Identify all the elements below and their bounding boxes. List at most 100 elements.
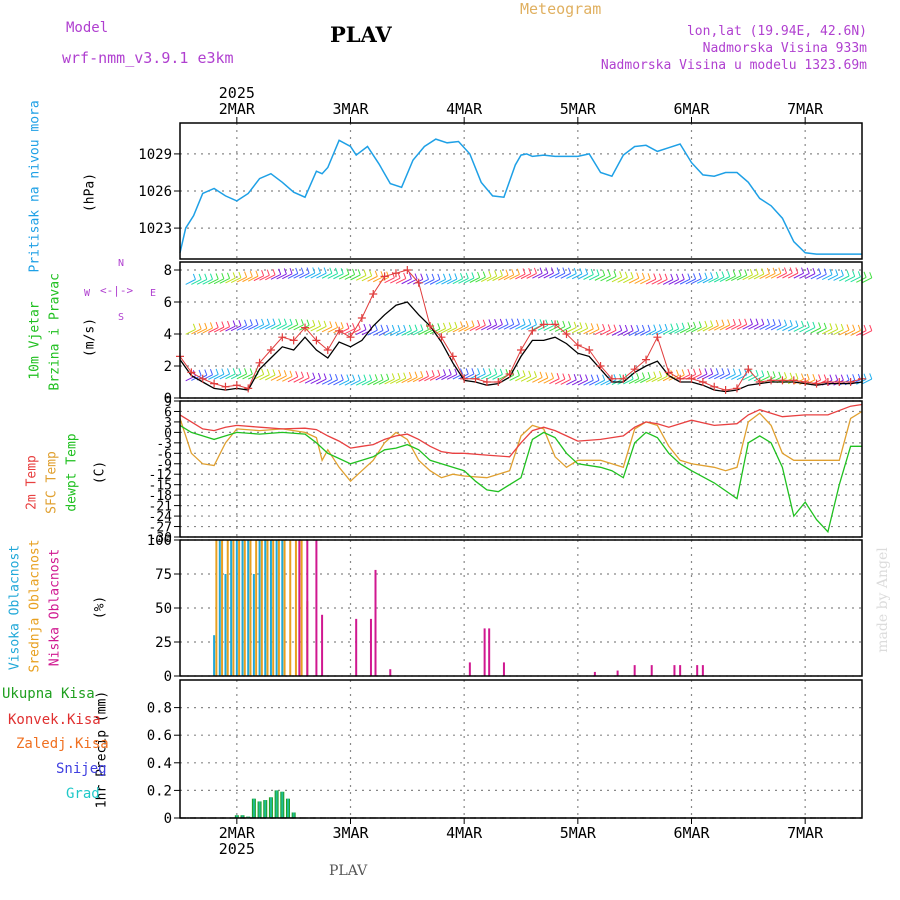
wind-barb <box>209 368 214 375</box>
wind-barb <box>823 268 827 275</box>
wind-barb <box>856 330 867 336</box>
wind-barb <box>583 328 594 335</box>
wind-barb <box>346 322 350 329</box>
wind-barb <box>835 374 839 381</box>
wind-barb <box>702 373 713 380</box>
wind-barb <box>209 273 214 280</box>
wind-barb <box>390 378 401 385</box>
wind-barb <box>363 269 367 276</box>
gust-marker <box>835 378 844 386</box>
wind-barb <box>528 318 532 325</box>
wind-barb <box>537 272 549 279</box>
wind-barb <box>312 372 316 379</box>
x-bottom-label: 4MAR <box>446 824 483 842</box>
wind-barb <box>465 368 469 375</box>
wind-barb <box>681 369 685 376</box>
wind-barb <box>458 277 469 284</box>
wind-barb <box>448 273 452 280</box>
wind-barb <box>306 267 310 274</box>
wind-barb <box>310 378 321 385</box>
wind-barb <box>287 324 299 331</box>
cloud-high-bar <box>224 574 227 676</box>
wind-barb <box>748 375 759 381</box>
gust-marker <box>619 374 628 383</box>
wind-barb <box>300 267 304 274</box>
wind-barb <box>571 327 583 334</box>
wind-barb <box>329 321 333 328</box>
wind-barb <box>492 324 503 330</box>
wind-barb <box>429 375 441 381</box>
wind-barb <box>685 327 696 333</box>
cloud-low-bar <box>673 665 676 676</box>
x-bottom-label: 5MAR <box>560 824 597 842</box>
wind-barb <box>804 327 816 333</box>
cloud-mid-bar <box>221 540 224 676</box>
wind-barb <box>624 324 628 331</box>
wind-barb <box>727 368 731 375</box>
gust-marker <box>528 326 537 335</box>
wind-barb <box>435 278 446 285</box>
wind-barb <box>602 374 606 381</box>
model-name: wrf-nmm_v3.9.1 e3km <box>62 49 234 67</box>
panel-cloud: 0 25 50 75 100 <box>147 533 862 685</box>
wind-barb <box>833 329 844 336</box>
gust-marker <box>301 323 310 332</box>
wind-barb <box>647 324 651 331</box>
wind-barb <box>827 328 838 335</box>
model-label: Model <box>66 20 109 36</box>
cloud-low-bar <box>701 665 704 676</box>
wind-barb <box>787 272 799 279</box>
gust-marker <box>437 333 446 342</box>
wind-barb <box>395 377 406 384</box>
wind-barb <box>628 277 640 284</box>
wind-barb <box>549 378 560 385</box>
ytick-label: 3 <box>164 416 172 431</box>
wind-barb <box>482 271 486 278</box>
wind-barb <box>310 325 321 332</box>
wind-barb <box>579 268 583 275</box>
wind-barb <box>236 324 247 331</box>
wind-barb <box>799 272 810 279</box>
wind-barb <box>793 326 804 332</box>
wind-barb <box>736 374 747 381</box>
wind-barb <box>640 330 651 336</box>
wind-barb <box>403 272 407 279</box>
cloud-low-bar <box>593 671 596 676</box>
wind-barb <box>640 377 651 384</box>
wind-barb <box>327 379 338 386</box>
wind-barb <box>554 272 566 279</box>
model-elevation-label: Nadmorska Visina u modelu 1323.69m <box>600 58 867 73</box>
wind-barb <box>363 323 367 330</box>
wind-barb <box>327 273 338 279</box>
wind-barb <box>852 374 856 381</box>
wind-barb <box>721 319 725 326</box>
wind-barb <box>192 323 196 330</box>
wind-barb <box>408 273 412 280</box>
wind-barb <box>869 373 873 380</box>
ytick-label: 2 <box>164 359 172 375</box>
wind-barb <box>645 278 657 285</box>
wind-barb <box>329 267 333 274</box>
wind-barb <box>801 267 805 274</box>
wind-barb <box>585 374 589 381</box>
wind-barb <box>278 369 282 376</box>
gust-marker <box>755 378 764 386</box>
wind-barb <box>600 275 611 282</box>
wind-barb <box>238 320 242 326</box>
wind-barb <box>789 372 793 379</box>
wind-barb <box>727 319 731 326</box>
wind-barb <box>185 279 196 285</box>
wind-barb <box>471 272 475 279</box>
wind-barb <box>384 330 395 337</box>
wind-barb <box>765 273 776 279</box>
wind-barb <box>766 267 770 274</box>
wind-barb <box>317 267 321 274</box>
wind-barb <box>844 276 855 282</box>
wind-barb <box>545 372 549 379</box>
cloud-low-bar <box>315 540 318 676</box>
wind-barb <box>653 273 657 280</box>
wind-gust-line <box>179 269 863 391</box>
wind-barb <box>585 268 589 275</box>
wind-barb <box>801 320 805 327</box>
